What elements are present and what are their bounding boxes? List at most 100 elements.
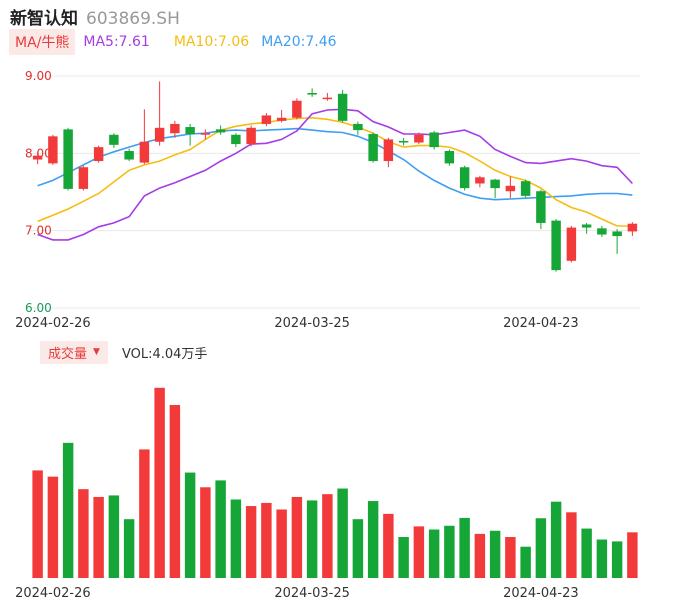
volume-bar [520,546,531,578]
volume-bar [566,512,577,578]
volume-bar [444,525,455,578]
candle [93,145,104,163]
volume-bar [93,496,104,578]
volume-bar [139,449,150,578]
candle [170,120,180,138]
candle [520,179,531,198]
candle [368,132,378,163]
date-tick-label: 2024-02-26 [15,316,91,331]
volume-bar [398,537,409,578]
candle [459,165,470,191]
ma5-line [37,108,633,241]
candle [581,222,592,234]
volume-bar [215,480,226,578]
candle [398,137,409,146]
price-grid [30,75,640,309]
volume-bar [123,519,135,578]
volume-indicator-dropdown[interactable]: 成交量 ▼ [40,340,108,364]
candle [215,125,226,135]
volume-bar [32,470,43,578]
candle [353,121,363,135]
price-tick-label: 7.00 [25,224,52,238]
volume-bar [596,539,608,578]
candle [261,113,272,127]
ma-legend: MA/牛熊 MA5:7.61 MA10:7.06 MA20:7.46 [9,29,337,55]
candle [414,132,424,145]
candle [231,133,241,148]
ma20-label: MA20:7.46 [261,34,337,50]
date-tick-label: 2024-04-23 [503,316,579,331]
candle [490,178,500,199]
volume-bar [291,496,303,578]
price-axis: 9.00 8.00 7.00 6.00 [25,69,52,315]
candle [139,109,150,165]
volume-bar [200,487,211,578]
candle [383,137,394,168]
volume-bar [78,489,89,578]
candles [32,81,638,272]
volume-bar [184,472,196,578]
ma20-series [37,127,633,201]
ma-mode-button[interactable]: MA/牛熊 [9,29,76,55]
candle [154,81,165,146]
date-tick-label: 2024-02-26 [15,586,91,601]
volume-bar [550,501,562,578]
candle [78,165,89,191]
candle [32,151,43,165]
candle [475,175,485,188]
date-tick-label: 2024-03-25 [274,316,350,331]
stock-code: 603869.SH [86,9,180,29]
candle [124,148,134,162]
volume-bar [383,513,394,578]
price-tick-label: 6.00 [25,301,52,315]
candle [276,110,287,123]
volume-x-axis: 2024-02-26 2024-03-25 2024-04-23 [15,586,579,601]
ma10-series [37,116,633,227]
candle [200,129,211,140]
candle [185,123,195,146]
volume-bar [535,518,547,578]
volume-value: VOL:4.04万手 [121,346,208,362]
volume-bar [169,405,181,578]
ma5-series [37,108,633,241]
caret-down-icon: ▼ [93,347,100,357]
volume-bar [261,502,272,578]
volume-bar [337,488,348,578]
candle [429,130,439,150]
stock-header: 新智认知 603869.SH [10,4,180,29]
price-tick-label: 8.00 [25,146,52,160]
volume-bars [32,387,638,578]
candle [307,88,317,97]
candle [48,134,58,165]
candle [505,176,516,199]
candle [337,89,348,123]
date-tick-label: 2024-03-25 [274,586,350,601]
candle [536,189,546,230]
volume-bar [276,509,287,578]
volume-bar [611,541,623,578]
volume-bar [367,501,379,578]
volume-bar [154,387,165,578]
volume-bar [108,495,120,578]
ma5-label: MA5:7.61 [83,34,150,50]
candle [109,133,119,148]
candle [292,98,302,120]
price-tick-label: 9.00 [25,69,52,83]
volume-bar [245,506,257,578]
volume-bar [428,529,440,578]
volume-indicator-label: 成交量 [48,346,88,362]
candle [322,93,333,101]
candle [63,127,73,191]
candle [444,149,455,166]
volume-bar [459,517,470,578]
volume-bar [230,499,242,578]
volume-bar [413,526,425,578]
candle [612,229,622,254]
ma20-line [37,127,633,201]
candle [627,222,638,237]
date-tick-label: 2024-04-23 [503,586,579,601]
volume-bar [306,500,318,578]
candle [566,226,577,263]
volume-bar [62,442,74,578]
